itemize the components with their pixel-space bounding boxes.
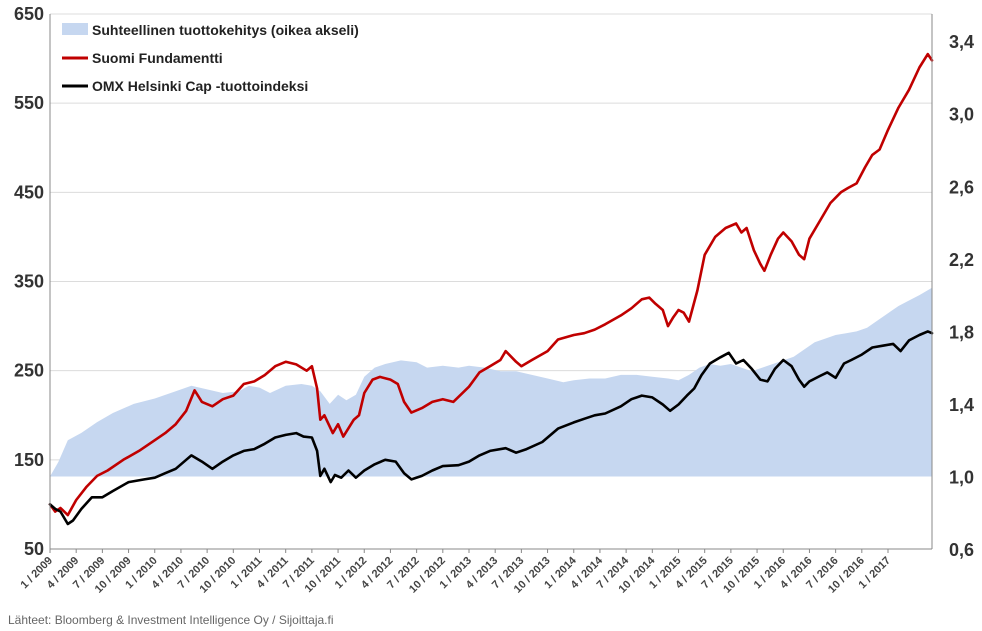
- series-line-omx-helsinki-cap: [48, 330, 934, 526]
- right-tick-label: 2,6: [949, 177, 974, 197]
- legend: Suhteellinen tuottokehitys (oikea akseli…: [62, 22, 359, 94]
- legend-label: Suhteellinen tuottokehitys (oikea akseli…: [92, 22, 359, 38]
- relative-performance-area: [50, 287, 932, 477]
- left-tick-label: 150: [14, 450, 44, 470]
- right-tick-label: 3,4: [949, 32, 974, 52]
- series-line-suomi-fundamentti: [48, 52, 934, 517]
- right-tick-label: 3,0: [949, 105, 974, 125]
- left-axis: 50 150 250 350 450 550 650: [14, 4, 51, 559]
- right-tick-label: 0,6: [949, 540, 974, 560]
- legend-swatch-area: [62, 23, 88, 35]
- source-note: Lähteet: Bloomberg & Investment Intellig…: [8, 613, 334, 627]
- series-area-relative: [50, 287, 932, 477]
- left-tick-label: 250: [14, 361, 44, 381]
- right-tick-label: 1,0: [949, 467, 974, 487]
- left-tick-label: 350: [14, 272, 44, 292]
- right-tick-label: 2,2: [949, 250, 974, 270]
- left-tick-label: 650: [14, 4, 44, 24]
- right-tick-label: 1,8: [949, 322, 974, 342]
- legend-label: OMX Helsinki Cap -tuottoindeksi: [92, 78, 308, 94]
- legend-label: Suomi Fundamentti: [92, 50, 223, 66]
- series-lines: [48, 52, 934, 526]
- left-tick-label: 450: [14, 182, 44, 202]
- left-tick-label: 50: [24, 539, 44, 559]
- right-axis: 0,6 1,0 1,4 1,8 2,2 2,6 3,0 3,4: [931, 14, 974, 560]
- right-tick-label: 1,4: [949, 395, 974, 415]
- left-tick-label: 550: [14, 93, 44, 113]
